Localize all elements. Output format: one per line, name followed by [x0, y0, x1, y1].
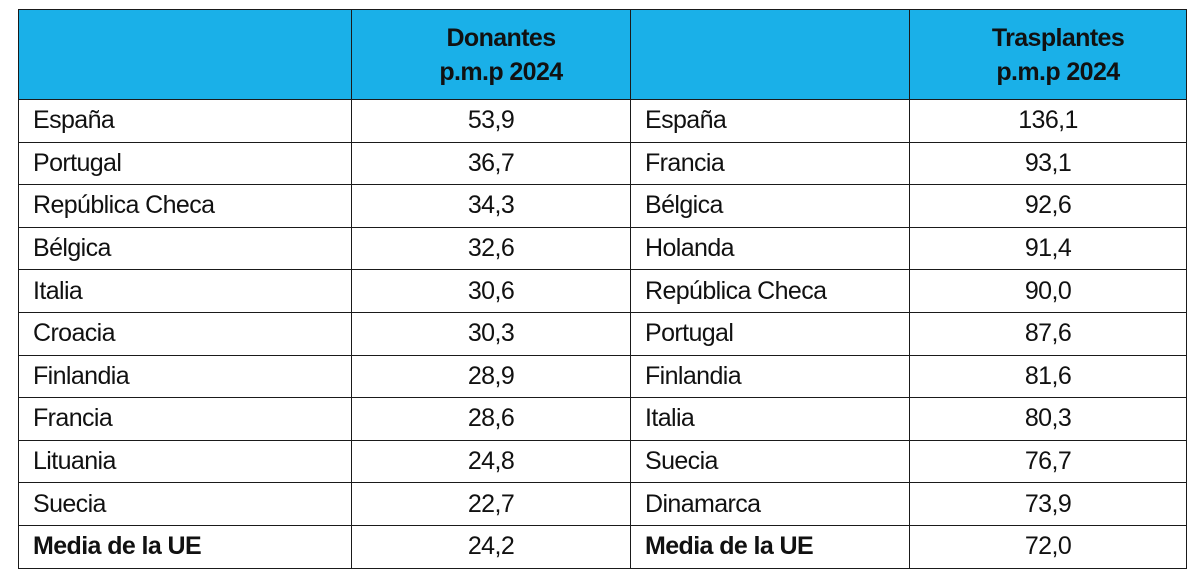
transplant-average-value: 72,0 [909, 524, 1187, 569]
table-row: Lituania 24,8 Suecia 76,7 [18, 439, 1187, 484]
donor-country-cell: Francia [18, 397, 352, 441]
donor-country-cell: Suecia [18, 482, 352, 526]
transplant-value-cell: 136,1 [909, 99, 1187, 143]
transplant-country-cell: Francia [630, 141, 910, 186]
header-line: p.m.p 2024 [439, 57, 563, 86]
transplant-country-cell: Suecia [630, 439, 910, 484]
transplant-country-cell: Holanda [630, 226, 910, 271]
donor-value-cell: 30,6 [351, 269, 631, 313]
donor-value-cell: 36,7 [351, 141, 631, 186]
transplant-country-cell: Bélgica [630, 184, 910, 228]
transplant-country-cell: Dinamarca [630, 482, 910, 526]
donor-country-cell: Finlandia [18, 354, 352, 399]
donor-value-cell: 30,3 [351, 311, 631, 356]
donor-country-cell: España [18, 99, 352, 143]
donors-transplants-table: Donantes p.m.p 2024 Trasplantes p.m.p 2024… [18, 9, 1187, 569]
donor-country-cell: República Checa [18, 184, 352, 228]
donor-value-cell: 28,6 [351, 397, 631, 441]
table-row: Suecia 22,7 Dinamarca 73,9 [18, 482, 1187, 526]
table-row: España 53,9 España 136,1 [18, 99, 1187, 143]
donor-country-cell: Portugal [18, 141, 352, 186]
transplant-value-cell: 87,6 [909, 311, 1187, 356]
transplant-value-cell: 76,7 [909, 439, 1187, 484]
transplant-value-cell: 80,3 [909, 397, 1187, 441]
header-line: Donantes [446, 23, 556, 52]
header-line: Trasplantes [991, 23, 1125, 52]
transplant-value-cell: 93,1 [909, 141, 1187, 186]
header-row: Donantes p.m.p 2024 Trasplantes p.m.p 2024 [18, 9, 1187, 100]
donor-country-cell: Croacia [18, 311, 352, 356]
donor-value-cell: 28,9 [351, 354, 631, 399]
donor-value-cell: 24,8 [351, 439, 631, 484]
table-row: Francia 28,6 Italia 80,3 [18, 397, 1187, 441]
transplant-average-label: Media de la UE [630, 524, 910, 569]
transplant-value-cell: 90,0 [909, 269, 1187, 313]
donor-value-cell: 22,7 [351, 482, 631, 526]
donor-value-cell: 32,6 [351, 226, 631, 271]
donor-country-cell: Lituania [18, 439, 352, 484]
transplant-value-cell: 91,4 [909, 226, 1187, 271]
donor-country-cell: Italia [18, 269, 352, 313]
transplant-value-cell: 73,9 [909, 482, 1187, 526]
header-line: p.m.p 2024 [996, 57, 1120, 86]
table-row: Italia 30,6 República Checa 90,0 [18, 269, 1187, 313]
table-row: República Checa 34,3 Bélgica 92,6 [18, 184, 1187, 228]
table-row: Finlandia 28,9 Finlandia 81,6 [18, 354, 1187, 399]
donor-average-label: Media de la UE [18, 524, 352, 569]
header-trasplantes: Trasplantes p.m.p 2024 [909, 9, 1187, 100]
eu-average-row: Media de la UE 24,2 Media de la UE 72,0 [18, 524, 1187, 569]
donor-value-cell: 53,9 [351, 99, 631, 143]
transplant-country-cell: Italia [630, 397, 910, 441]
table-row: Portugal 36,7 Francia 93,1 [18, 141, 1187, 186]
table-row: Croacia 30,3 Portugal 87,6 [18, 311, 1187, 356]
transplant-country-cell: Portugal [630, 311, 910, 356]
transplant-country-cell: Finlandia [630, 354, 910, 399]
header-donantes: Donantes p.m.p 2024 [351, 9, 631, 100]
donor-average-value: 24,2 [351, 524, 631, 569]
header-empty-1 [18, 9, 352, 100]
donor-country-cell: Bélgica [18, 226, 352, 271]
transplant-value-cell: 81,6 [909, 354, 1187, 399]
donor-value-cell: 34,3 [351, 184, 631, 228]
header-empty-2 [630, 9, 910, 100]
table-row: Bélgica 32,6 Holanda 91,4 [18, 226, 1187, 271]
transplant-value-cell: 92,6 [909, 184, 1187, 228]
transplant-country-cell: República Checa [630, 269, 910, 313]
transplant-country-cell: España [630, 99, 910, 143]
